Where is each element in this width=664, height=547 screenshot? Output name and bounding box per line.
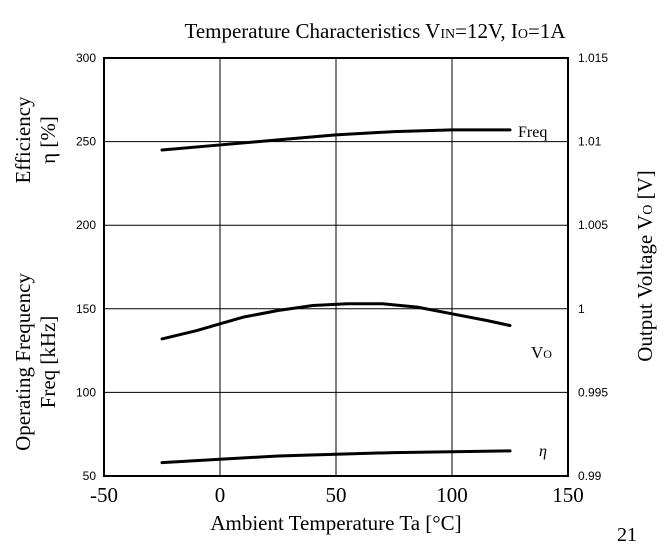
svg-text:Efficiency: Efficiency [11,96,35,184]
svg-text:Operating Frequency: Operating Frequency [11,273,35,451]
left-tick-label: 100 [76,385,96,399]
right-tick-label: 1.01 [578,135,602,149]
x-tick-label: 150 [552,483,584,507]
x-tick-label: -50 [90,483,118,507]
right-tick-label: 0.99 [578,469,602,483]
series-vo-line [160,302,512,341]
x-tick-label: 0 [215,483,226,507]
right-axis-tick-labels: 1.015 1.01 1.005 1 0.995 0.99 [578,51,608,483]
series-label-freq: Freq [518,124,547,141]
right-tick-label: 0.995 [578,385,608,399]
left-tick-label: 50 [83,469,97,483]
left-tick-label: 250 [76,135,96,149]
x-tick-label: 50 [326,483,347,507]
series-label-eta: η [539,443,547,460]
chart-title: Temperature Characteristics VIN=12V, IO=… [184,19,566,43]
right-tick-label: 1.005 [578,218,608,232]
left-axis-label-efficiency: Efficiency η [%] [11,96,60,184]
x-axis-label: Ambient Temperature Ta [°C] [210,511,461,535]
x-axis-tick-labels: -50 0 50 100 150 [90,483,584,507]
right-tick-label: 1 [578,302,585,316]
page-number: 21 [617,524,637,546]
plot-frame [103,57,569,477]
left-tick-label: 200 [76,218,96,232]
series-eta-line [160,449,512,465]
grid-lines [104,58,568,476]
svg-text:η [%]: η [%] [36,116,60,164]
left-tick-label: 300 [76,51,96,65]
series-freq-line [160,128,512,152]
left-tick-label: 150 [76,302,96,316]
series-label-vo: VO [531,343,552,362]
series-lines [160,128,512,465]
right-tick-label: 1.015 [578,51,608,65]
left-axis-tick-labels: 300 250 200 150 100 50 [76,51,96,483]
svg-text:Freq [kHz]: Freq [kHz] [36,316,60,409]
x-tick-label: 100 [436,483,468,507]
right-axis-label: Output Voltage VO [V] [633,170,657,362]
left-axis-label-frequency: Operating Frequency Freq [kHz] [11,273,60,451]
